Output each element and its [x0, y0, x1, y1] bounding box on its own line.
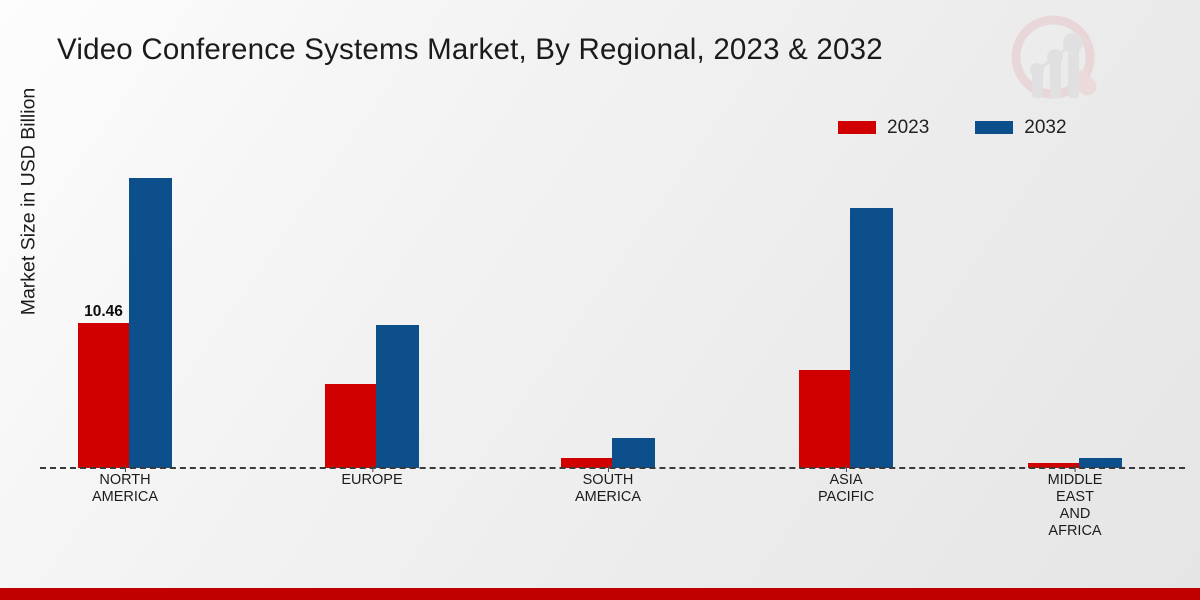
x-tick-mark	[846, 465, 847, 472]
bar-group	[732, 150, 961, 468]
chart-title: Video Conference Systems Market, By Regi…	[57, 33, 883, 66]
bar-2032-south-america[interactable]	[612, 438, 655, 468]
bar-2023-south-america[interactable]	[561, 458, 612, 468]
legend-swatch-2023	[838, 121, 876, 134]
legend-label-2032: 2032	[1024, 117, 1067, 138]
bar-group	[258, 150, 487, 468]
bar-value-label: 10.46	[84, 303, 123, 321]
watermark-logo-icon	[1008, 12, 1112, 116]
x-tick-mark	[372, 465, 373, 472]
x-tick-mark	[607, 465, 609, 472]
legend-item-2032[interactable]: 2032	[975, 117, 1067, 138]
bar-2032-europe[interactable]	[376, 324, 419, 468]
legend-label-2023: 2023	[887, 117, 930, 138]
bar-group: 10.46	[11, 150, 240, 468]
bar-2032-north-america[interactable]	[129, 178, 172, 468]
bar-2032-asia-pacific[interactable]	[850, 208, 893, 468]
x-tick-label: NORTH AMERICA	[92, 465, 158, 506]
x-tick-label: MIDDLE EAST AND AFRICA	[1048, 465, 1102, 540]
bar-group	[961, 150, 1190, 468]
plot-area: 10.46	[40, 150, 1185, 469]
x-tick-label: ASIA PACIFIC	[818, 465, 874, 506]
bar-2023-middle-east-and-africa[interactable]	[1028, 462, 1079, 468]
x-tick-mark	[1074, 465, 1076, 472]
x-tick-mark	[124, 465, 126, 472]
bar-2032-middle-east-and-africa[interactable]	[1079, 458, 1122, 468]
x-axis-baseline	[40, 467, 1185, 469]
bottom-accent-bar	[0, 588, 1200, 600]
legend-swatch-2032	[975, 121, 1014, 134]
bar-group	[494, 150, 723, 468]
x-tick-label: EUROPE	[341, 465, 403, 489]
chart-legend: 2023 2032	[838, 118, 1067, 137]
bar-2023-north-america[interactable]: 10.46	[78, 303, 129, 468]
bar-2023-europe[interactable]	[325, 384, 376, 468]
legend-item-2023[interactable]: 2023	[838, 118, 929, 137]
x-tick-label: SOUTH AMERICA	[575, 465, 641, 506]
x-axis-labels: NORTH AMERICA EUROPE SOUTH AMERICA ASIA PAC…	[40, 465, 1185, 572]
bar-2023-asia-pacific[interactable]	[799, 369, 850, 468]
